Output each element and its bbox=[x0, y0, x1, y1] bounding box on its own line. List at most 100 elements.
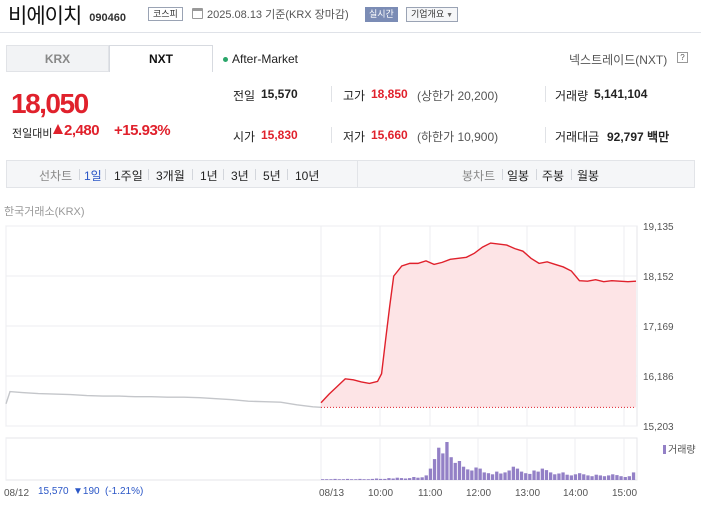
tab-krx[interactable]: KRX bbox=[6, 45, 109, 72]
volume-bar bbox=[611, 474, 615, 480]
volume-bar bbox=[321, 479, 325, 480]
tab-nxt[interactable]: NXT bbox=[109, 45, 213, 72]
volume-bar bbox=[354, 479, 358, 480]
volume-bar bbox=[482, 472, 486, 480]
trade-value: 92,797 백만 bbox=[607, 130, 670, 144]
volume-bar bbox=[515, 468, 520, 480]
volume-bar bbox=[544, 470, 549, 480]
range-10y[interactable]: 10년 bbox=[295, 169, 320, 183]
volume-legend-icon bbox=[663, 445, 666, 454]
volume-bar bbox=[428, 468, 433, 480]
volume-bar bbox=[395, 477, 399, 480]
volume-bar bbox=[598, 475, 602, 480]
range-1d[interactable]: 1일 bbox=[84, 169, 102, 183]
range-1w[interactable]: 1주일 bbox=[114, 169, 143, 183]
range-1y[interactable]: 1년 bbox=[200, 169, 218, 183]
volume-bar bbox=[565, 474, 569, 480]
volume-bar bbox=[511, 466, 515, 480]
market-badge: 코스피 bbox=[148, 7, 183, 21]
company-overview-button[interactable]: 기업개요 ▼ bbox=[406, 7, 459, 22]
volume-bar bbox=[333, 478, 337, 480]
y-tick-label: 19,135 bbox=[643, 222, 674, 233]
change-value: 2,480 bbox=[64, 122, 100, 139]
stock-name: 비에이치 bbox=[8, 5, 82, 28]
volume-bar bbox=[466, 469, 470, 480]
current-price: 18,050 bbox=[11, 88, 89, 119]
range-divider bbox=[502, 169, 503, 180]
price-area-fill bbox=[321, 243, 636, 408]
header-divider bbox=[0, 32, 701, 33]
upper-limit: (상한가 20,200) bbox=[417, 89, 499, 103]
footer-prev-change: ▼190 bbox=[73, 486, 100, 497]
y-tick-label: 15,203 bbox=[643, 422, 674, 433]
chart-range-bar: 선차트 1일 1주일 3개월 1년 3년 5년 10년 봉차트 일봉 주봉 월봉 bbox=[6, 160, 695, 188]
volume-bar bbox=[457, 461, 462, 480]
volume-bar bbox=[445, 442, 449, 480]
volume-bar bbox=[383, 478, 387, 480]
volume-bar bbox=[416, 477, 420, 480]
today-price-line bbox=[320, 242, 637, 404]
volume-bar bbox=[420, 477, 424, 480]
volume-bar bbox=[557, 473, 561, 480]
stat-divider bbox=[545, 127, 546, 143]
company-overview-label: 기업개요 bbox=[411, 9, 445, 19]
range-divider bbox=[192, 169, 193, 180]
footer-prev-change-pct: (-1.21%) bbox=[105, 486, 144, 497]
volume-bar bbox=[337, 479, 341, 480]
volume-bar bbox=[437, 447, 441, 480]
calendar-icon bbox=[192, 8, 203, 19]
volume-bar bbox=[631, 472, 636, 480]
y-tick-label: 18,152 bbox=[643, 272, 674, 283]
range-divider bbox=[223, 169, 224, 180]
up-triangle-icon bbox=[53, 124, 63, 134]
volume-bar bbox=[474, 467, 478, 480]
prev-day-line bbox=[5, 390, 322, 408]
volume-bar bbox=[358, 478, 362, 480]
volume-bars bbox=[321, 442, 636, 480]
realtime-button[interactable]: 실시간 bbox=[365, 7, 398, 22]
x-axis-ticks: 08/12 08/13 10:00 11:00 12:00 13:00 14:00 15:00 bbox=[4, 488, 637, 499]
range-5y[interactable]: 5년 bbox=[263, 169, 281, 183]
volume-bar bbox=[532, 470, 536, 480]
volume-bar bbox=[387, 478, 391, 480]
volume-bar bbox=[424, 475, 428, 480]
volume-legend: 거래량 bbox=[663, 441, 696, 456]
range-divider bbox=[571, 169, 572, 180]
volume-bar bbox=[399, 478, 404, 480]
change-percent: +15.93% bbox=[114, 122, 171, 139]
after-market-label: After-Market bbox=[232, 52, 299, 66]
range-3m[interactable]: 3개월 bbox=[156, 169, 185, 183]
volume-bar bbox=[623, 477, 627, 480]
nxt-trade-link[interactable]: 넥스트레이드(NXT) bbox=[569, 53, 668, 67]
y-axis-ticks: 19,135 18,152 17,169 16,186 15,203 bbox=[643, 222, 674, 433]
candle-weekly[interactable]: 주봉 bbox=[542, 169, 565, 183]
stat-divider bbox=[331, 127, 332, 143]
range-3y[interactable]: 3년 bbox=[231, 169, 249, 183]
volume-bar bbox=[470, 470, 474, 480]
chevron-down-icon: ▼ bbox=[446, 12, 454, 19]
high-label: 고가 bbox=[343, 89, 366, 103]
stock-code: 090460 bbox=[89, 11, 126, 24]
volume-value: 5,141,104 bbox=[594, 87, 648, 101]
x-tick-label: 10:00 bbox=[368, 488, 393, 499]
volume-bar bbox=[329, 479, 333, 480]
y-tick-label: 17,169 bbox=[643, 322, 674, 333]
volume-bar bbox=[341, 479, 345, 480]
volume-bar bbox=[453, 462, 457, 480]
volume-bar bbox=[578, 473, 582, 480]
range-divider bbox=[105, 169, 106, 180]
help-icon[interactable]: ? bbox=[677, 52, 688, 63]
candle-monthly[interactable]: 월봉 bbox=[577, 169, 600, 183]
volume-bar bbox=[490, 474, 495, 480]
change-label: 전일대비 bbox=[12, 128, 53, 140]
line-chart-label: 선차트 bbox=[39, 169, 73, 183]
volume-bar bbox=[549, 472, 553, 480]
volume-bar bbox=[615, 475, 619, 480]
range-divider bbox=[287, 169, 288, 180]
candle-daily[interactable]: 일봉 bbox=[507, 169, 530, 183]
x-tick-label: 08/13 bbox=[319, 488, 344, 499]
stock-header: 비에이치 090460 bbox=[8, 2, 126, 28]
volume-bar bbox=[561, 472, 565, 480]
x-tick-label: 15:00 bbox=[612, 488, 637, 499]
